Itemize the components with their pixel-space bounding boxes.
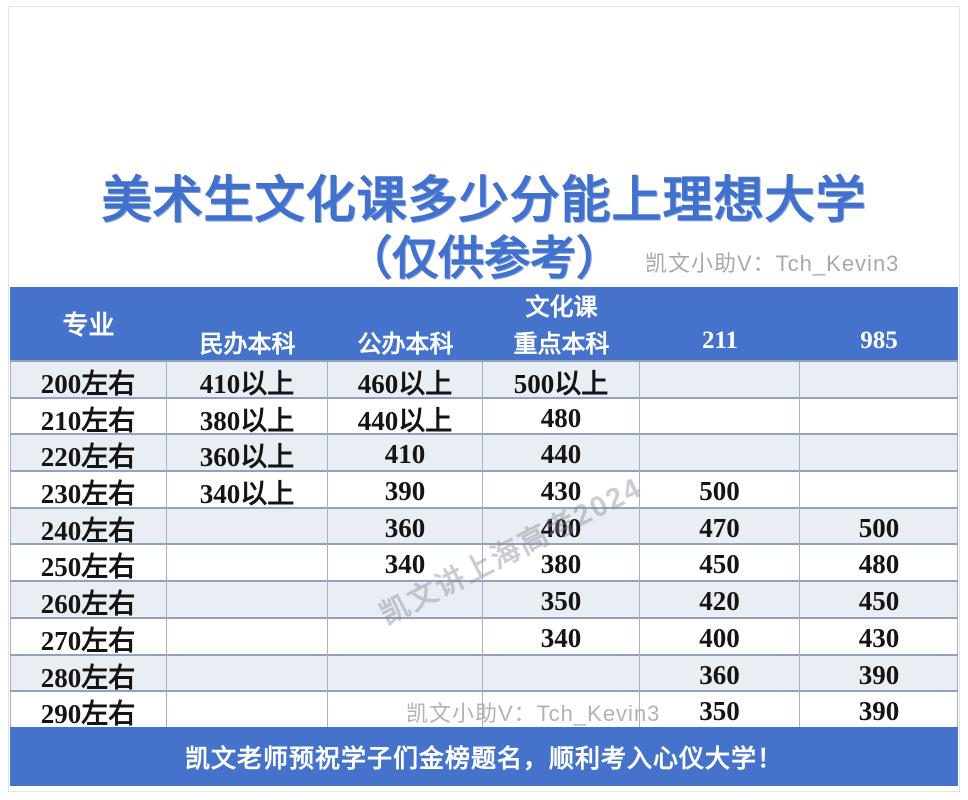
row-label: 250左右	[10, 545, 167, 585]
score-cell: 390	[858, 659, 900, 690]
table-row: 240左右 360 400 470 500	[10, 508, 958, 548]
score-cell	[328, 618, 483, 658]
page-title: 美术生文化课多少分能上理想大学	[101, 172, 867, 228]
score-cell: 340	[328, 545, 483, 585]
score-cell: 410以上	[167, 362, 328, 401]
score-cell	[328, 582, 483, 622]
column-group-label: 文化课	[525, 294, 598, 321]
table-row: 280左右 360 390	[10, 655, 958, 695]
table-row: 210左右 380以上 440以上 480	[10, 398, 958, 438]
row-label: 280左右	[10, 655, 167, 695]
score-cell: 380	[483, 545, 640, 585]
page-subtitle: （仅供参考）	[346, 232, 622, 284]
score-cell	[167, 655, 328, 695]
row-label: 230左右	[10, 472, 167, 512]
row-label: 270左右	[10, 618, 167, 658]
column-header-major: 专业	[62, 310, 115, 340]
score-cell: 410	[328, 435, 483, 475]
score-cell: 430	[858, 622, 900, 653]
score-cell: 340	[483, 618, 640, 658]
table-row: 220左右 360以上 410 440	[10, 435, 958, 475]
score-cell: 500以上	[483, 362, 640, 401]
score-cell	[800, 472, 958, 511]
contact-watermark-bottom: 凯文小助V：Tch_Kevin3	[406, 701, 661, 726]
row-label: 220左右	[10, 435, 167, 475]
score-cell: 350	[640, 692, 800, 732]
footer-text: 凯文老师预祝学子们金榜题名，顺利考入心仪大学！	[184, 744, 783, 773]
score-cell: 360	[640, 655, 800, 695]
table-row: 230左右 340以上 390 430 500	[10, 472, 958, 512]
score-cell: 480	[858, 549, 900, 580]
row-label: 200左右	[10, 362, 167, 401]
score-cell	[800, 435, 958, 474]
score-cell: 460以上	[328, 362, 483, 401]
score-cell	[167, 508, 328, 548]
table-header: 专业 文化课 民办本科 公办本科 重点本科 211 985	[10, 287, 958, 360]
score-cell: 450	[858, 586, 900, 617]
table-row: 250左右 340 380 450 480	[10, 545, 958, 585]
score-cell: 390	[858, 696, 900, 727]
score-cell: 420	[640, 582, 800, 622]
score-cell: 430	[483, 472, 640, 512]
score-cell	[328, 692, 483, 732]
score-cell: 480	[483, 398, 640, 438]
score-cell: 450	[640, 545, 800, 585]
score-cell: 350	[483, 582, 640, 622]
score-cell: 390	[328, 472, 483, 512]
column-header: 公办本科	[357, 330, 454, 358]
score-cell: 360	[328, 508, 483, 548]
score-cell: 380以上	[167, 398, 328, 438]
score-table: 专业 文化课 民办本科 公办本科 重点本科 211 985 200左右 410以上 460以…	[10, 287, 958, 732]
score-cell	[167, 582, 328, 622]
score-cell	[167, 618, 328, 658]
footer-banner: 凯文老师预祝学子们金榜题名，顺利考入心仪大学！	[10, 727, 958, 786]
score-cell: 440	[483, 435, 640, 475]
score-cell: 360以上	[167, 435, 328, 475]
score-cell: 400	[640, 618, 800, 658]
score-cell	[328, 655, 483, 695]
score-cell	[167, 545, 328, 585]
score-cell	[483, 655, 640, 695]
column-header: 重点本科	[513, 330, 610, 358]
table-row: 200左右 410以上 460以上 500以上	[10, 362, 958, 401]
score-cell: 400	[483, 508, 640, 548]
table-row: 270左右 340 400 430	[10, 618, 958, 658]
table-body: 200左右 410以上 460以上 500以上 210左右 380以上 440以上 480 22…	[10, 360, 958, 732]
column-header: 985	[860, 327, 898, 354]
score-cell	[167, 692, 328, 732]
score-cell	[800, 399, 958, 438]
score-cell: 340以上	[167, 472, 328, 512]
column-header: 211	[701, 327, 739, 354]
score-cell	[640, 362, 800, 401]
row-label: 240左右	[10, 508, 167, 548]
score-cell: 500	[858, 512, 900, 543]
score-cell	[483, 692, 640, 732]
score-cell: 500	[640, 472, 800, 512]
score-cell: 440以上	[328, 398, 483, 438]
row-label: 290左右	[10, 692, 167, 732]
row-label: 210左右	[10, 398, 167, 438]
score-cell	[800, 362, 958, 401]
column-header: 民办本科	[199, 330, 296, 358]
row-label: 260左右	[10, 582, 167, 622]
score-cell	[640, 398, 800, 438]
score-cell	[640, 435, 800, 475]
contact-watermark-top: 凯文小助V：Tch_Kevin3	[645, 251, 900, 276]
score-cell: 470	[640, 508, 800, 548]
table-row: 260左右 350 420 450	[10, 582, 958, 622]
